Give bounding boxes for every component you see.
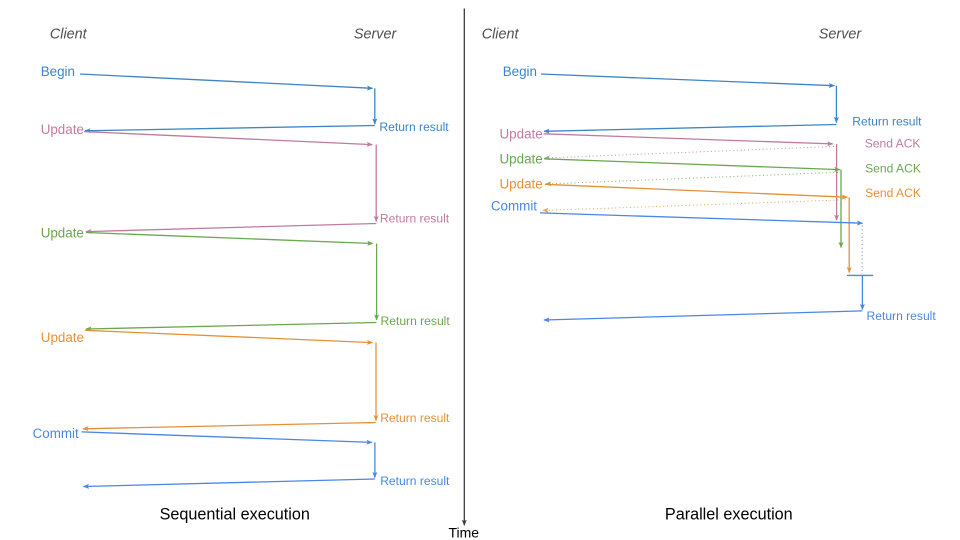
svg-text:Time: Time (449, 525, 480, 540)
svg-text:Begin: Begin (503, 64, 537, 79)
svg-text:Send ACK: Send ACK (865, 186, 921, 200)
svg-text:Return result: Return result (380, 474, 450, 488)
svg-text:Return result: Return result (852, 114, 922, 128)
svg-text:Sequential execution: Sequential execution (160, 506, 310, 524)
svg-text:Update: Update (500, 127, 543, 142)
svg-text:Commit: Commit (491, 199, 537, 214)
svg-text:Parallel execution: Parallel execution (665, 506, 793, 524)
svg-text:Return result: Return result (380, 411, 450, 425)
svg-text:Server: Server (354, 27, 398, 43)
svg-text:Update: Update (41, 122, 84, 137)
svg-text:Return result: Return result (381, 314, 451, 328)
svg-text:Begin: Begin (41, 64, 75, 79)
svg-text:Client: Client (482, 27, 520, 43)
svg-text:Server: Server (819, 27, 863, 43)
svg-text:Update: Update (500, 152, 543, 167)
svg-text:Return result: Return result (380, 211, 450, 225)
svg-text:Client: Client (50, 27, 88, 43)
svg-text:Update: Update (41, 226, 84, 241)
svg-text:Return result: Return result (379, 120, 449, 134)
svg-text:Send ACK: Send ACK (865, 137, 921, 151)
svg-text:Send ACK: Send ACK (865, 161, 921, 175)
svg-text:Commit: Commit (33, 426, 79, 441)
svg-text:Update: Update (41, 330, 84, 345)
svg-text:Return result: Return result (867, 309, 937, 323)
svg-text:Update: Update (500, 176, 543, 191)
